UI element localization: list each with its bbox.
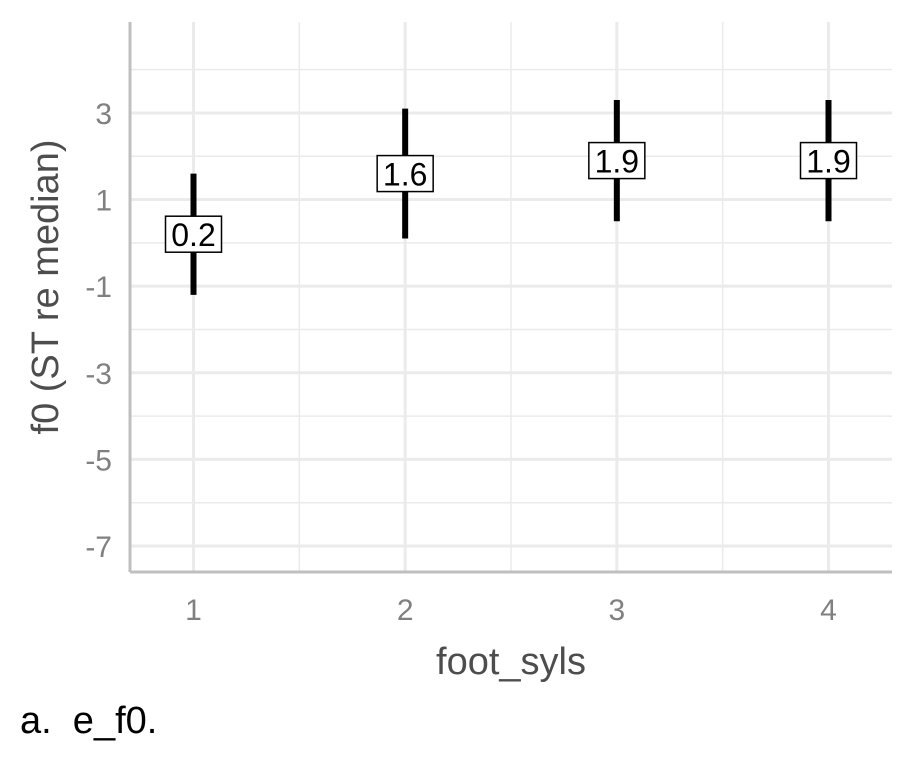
y-tick-label: -3 [85, 358, 112, 391]
data-label: 1.6 [383, 157, 427, 193]
grid-lines [130, 22, 892, 572]
error-bars: 0.2 1.6 1.9 1.9 [164, 99, 858, 295]
y-axis-title: f0 (ST re median) [25, 140, 67, 435]
errorbar-chart: 3 1 -1 -3 -5 -7 1 2 3 4 0.2 1.6 1.9 1.9 foot_syls f0… [25, 22, 892, 683]
x-tick-label: 2 [397, 594, 414, 627]
y-tick-label: 3 [95, 98, 112, 131]
y-tick-label: 1 [95, 185, 112, 218]
x-tick-label: 3 [608, 594, 625, 627]
axes [128, 22, 892, 574]
data-label: 1.9 [806, 144, 850, 180]
x-tick-label: 1 [185, 594, 202, 627]
data-label-box [588, 141, 646, 180]
data-label-box [799, 141, 858, 180]
y-tick-label: -1 [85, 271, 112, 304]
x-tick-label: 4 [820, 594, 837, 627]
y-tick-label: -7 [85, 531, 112, 564]
data-label: 1.9 [595, 144, 639, 180]
x-axis-title: foot_syls [436, 641, 586, 683]
y-tick-label: -5 [85, 444, 112, 477]
tick-labels: 3 1 -1 -3 -5 -7 1 2 3 4 [85, 98, 837, 627]
figure-caption: a. e_f0. [20, 700, 158, 742]
data-label-box [376, 154, 434, 193]
data-label-box [164, 215, 223, 253]
data-label: 0.2 [171, 217, 215, 253]
